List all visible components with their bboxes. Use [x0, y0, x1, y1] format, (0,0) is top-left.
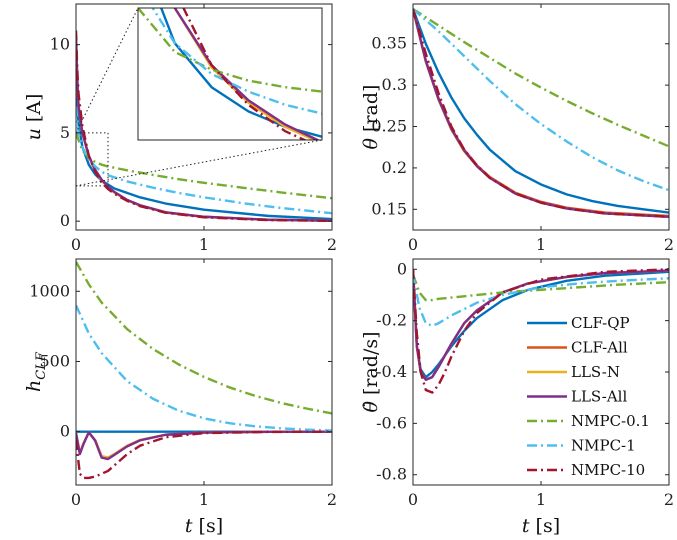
thetadot-ytick-label: -0.8: [376, 465, 407, 484]
u-series-lls-all: [76, 35, 332, 222]
legend: CLF-QP CLF-All LLS-N LLS-All NMPC-0.1 NMPC-1 N…: [527, 314, 650, 479]
theta-series-clf-qp: [413, 8, 669, 214]
theta-ytick-label: 0.35: [371, 34, 407, 53]
theta-ytick-label: 0.15: [371, 199, 407, 218]
theta-series-nmpc-10: [413, 8, 669, 218]
hclf-series-nmpc-1: [76, 304, 332, 432]
u-ytick-label: 10: [50, 35, 70, 54]
u-series-nmpc-1: [76, 106, 332, 215]
hclf-ytick-label: 500: [39, 351, 70, 370]
hclf-series-lls-all: [76, 430, 332, 461]
hclf-series-nmpc-0-1: [76, 261, 332, 415]
theta-ytick-label: 0.3: [382, 75, 407, 94]
thetadot-ylabel: θ̇ [rad/s]: [360, 331, 382, 412]
thetadot-ytick-label: -0.2: [376, 311, 407, 330]
panel-u: 0 1 2 0 5 10 u [A]: [23, 3, 337, 254]
thetadot-xtick-label: 2: [664, 490, 674, 509]
hclf-ylabel: hCLF: [23, 351, 49, 392]
legend-label-nmpc-10: NMPC-10: [571, 461, 645, 479]
theta-ylabel: θ [rad]: [360, 85, 382, 150]
legend-label-clf-all: CLF-All: [571, 339, 628, 357]
hclf-xlabel: t [s]: [185, 515, 223, 537]
u-xtick-label: 2: [327, 235, 337, 254]
theta-ytick-label: 0.2: [382, 158, 407, 177]
theta-xtick-label: 0: [408, 235, 418, 254]
panel-hclf: 0 1 2 0 500 1000 hCLF t [s]: [23, 258, 337, 537]
zoom-connector-top: [75, 7, 139, 134]
hclf-xtick-label: 1: [199, 490, 209, 509]
inset-panel: [138, 8, 322, 140]
u-ytick-label: 5: [60, 123, 70, 142]
thetadot-xlabel: t [s]: [522, 515, 560, 537]
thetadot-xtick-label: 0: [408, 490, 418, 509]
legend-label-lls-all: LLS-All: [571, 388, 627, 406]
thetadot-series-nmpc-10: [413, 268, 669, 394]
hclf-xtick-label: 0: [71, 490, 81, 509]
u-series-nmpc-10: [76, 30, 332, 223]
panel-thetadot: 0 1 2 0 -0.2 -0.4 -0.6 -0.8 θ̇ [rad/s] t [s] CLF-Q…: [360, 258, 674, 537]
legend-label-nmpc-0-1: NMPC-0.1: [571, 412, 650, 430]
legend-label-lls-n: LLS-N: [571, 363, 620, 381]
thetadot-ytick-label: 0: [397, 259, 407, 278]
inset-series-clf-qp: [159, 8, 322, 138]
u-xtick-label: 0: [71, 235, 81, 254]
u-series-clf-qp: [76, 88, 332, 221]
thetadot-ytick-label: -0.4: [376, 362, 407, 381]
hclf-ytick-label: 1000: [29, 281, 70, 300]
theta-series-nmpc-0-1: [413, 7, 669, 148]
theta-xtick-label: 2: [664, 235, 674, 254]
hclf-ytick-label: 0: [60, 422, 70, 441]
theta-xtick-label: 1: [536, 235, 546, 254]
u-xtick-label: 1: [199, 235, 209, 254]
u-ytick-label: 0: [60, 211, 70, 230]
thetadot-ytick-label: -0.6: [376, 413, 407, 432]
inset-frame: [137, 7, 323, 141]
hclf-xtick-label: 2: [327, 490, 337, 509]
inset-background: [138, 8, 322, 140]
thetadot-series-nmpc-0-1: [413, 274, 669, 302]
theta-series-lls-all: [413, 8, 669, 218]
theta-ytick-label: 0.25: [371, 117, 407, 136]
thetadot-xtick-label: 1: [536, 490, 546, 509]
hclf-series-nmpc-10: [76, 430, 332, 480]
legend-label-clf-qp: CLF-QP: [571, 314, 630, 332]
panel-theta: 0 1 2 0.15 0.2 0.25 0.3 0.35 θ [rad]: [360, 3, 674, 254]
zoom-connector-bottom: [75, 139, 323, 187]
hclf-axes-frame: [75, 258, 333, 486]
thetadot-series-nmpc-1: [413, 274, 669, 327]
theta-axes-frame: [412, 3, 670, 231]
legend-label-nmpc-1: NMPC-1: [571, 437, 636, 455]
u-ylabel: u [A]: [23, 94, 45, 141]
zoom-box: [75, 132, 109, 187]
